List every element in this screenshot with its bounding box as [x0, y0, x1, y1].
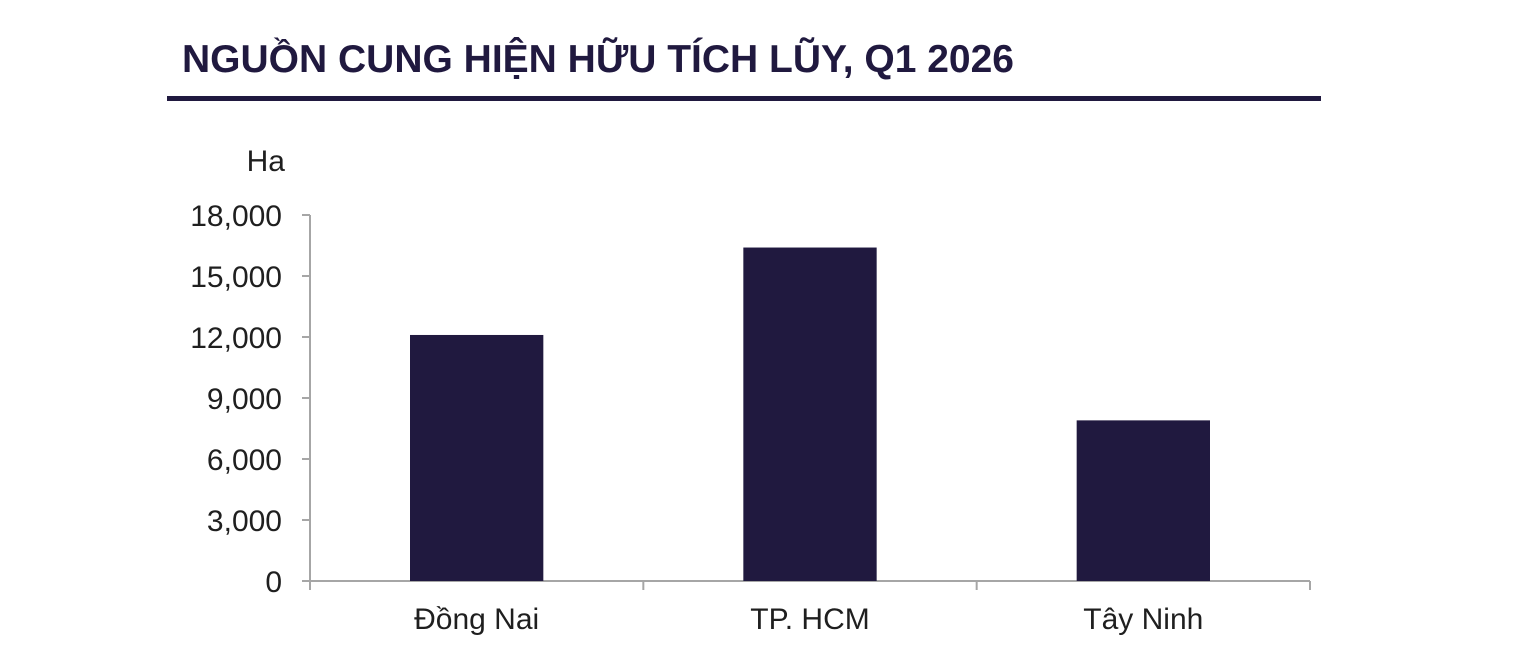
bar-2 [743, 247, 877, 582]
x-category-label: TP. HCM [750, 603, 869, 636]
y-tick-label: 6,000 [207, 444, 282, 477]
title-divider [167, 96, 1321, 101]
y-tick-label: 9,000 [207, 383, 282, 416]
y-tick-label: 18,000 [190, 200, 282, 233]
bar-3 [1076, 420, 1210, 581]
y-axis-label: Ha [247, 145, 286, 178]
y-tick-label: 3,000 [207, 505, 282, 538]
y-tick-label: 0 [265, 566, 282, 599]
chart-title: NGUỒN CUNG HIỆN HỮU TÍCH LŨY, Q1 2026 [182, 38, 1014, 81]
y-tick-label: 12,000 [190, 322, 282, 355]
y-tick-label: 15,000 [190, 261, 282, 294]
x-category-label: Đồng Nai [414, 603, 539, 636]
x-category-label: Tây Ninh [1083, 603, 1203, 636]
bar-1 [410, 334, 544, 581]
